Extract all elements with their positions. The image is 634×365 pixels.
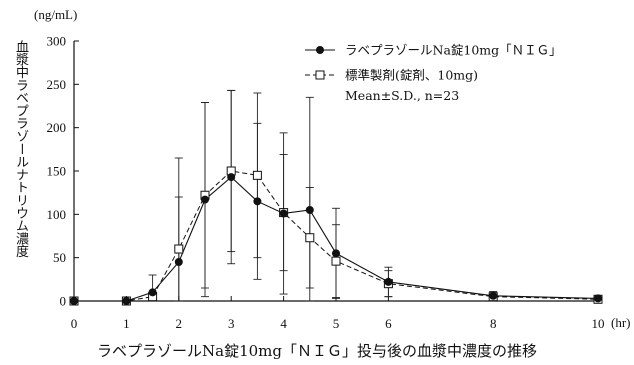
y-tick-label: 150 [47,164,67,179]
x-tick-label: 1 [123,316,130,331]
x-tick-label: 6 [385,316,392,331]
test-series-point [279,209,288,218]
test-series-point [384,277,393,286]
test-series-point [70,297,78,305]
legend-note: Mean±S.D., n=23 [345,88,459,103]
x-tick-label: 8 [490,316,497,331]
x-tick-label: 0 [71,316,78,331]
x-tick-label: 10 [592,316,605,331]
y-tick-label: 300 [47,34,67,49]
legend-test-label: ラベプラゾールNa錠10mg「ＮＩＧ」 [345,43,562,58]
x-tick-label: 2 [176,316,183,331]
legend-reference-marker [315,70,325,80]
y-tick-label: 200 [47,120,67,135]
test-series-point [201,195,209,204]
legend-reference-label: 標準製剤(錠剤、10mg) [345,68,478,83]
chart-title: ラベプラゾールNa錠10mg「ＮＩＧ」投与後の血漿中濃度の推移 [97,342,537,360]
x-axis-unit: (hr) [611,315,631,330]
y-axis-label: 血漿中ラベプラゾールナトリウム濃度 [13,40,28,258]
y-tick-label: 0 [60,294,67,309]
test-series-point [305,206,314,214]
reference-series-point [252,170,262,180]
y-tick-label: 50 [53,250,66,265]
y-axis-unit: (ng/mL) [34,7,78,22]
test-series-point [227,173,236,182]
legend-test-marker [316,46,324,54]
test-series-point [148,288,157,297]
test-series-point [174,258,183,266]
reference-series-point [305,233,315,243]
x-tick-label: 4 [280,316,287,331]
x-tick-label: 3 [228,316,235,331]
y-tick-label: 250 [47,77,67,92]
reference-series-point [174,244,184,254]
y-tick-label: 100 [47,207,67,222]
reference-series-point [331,256,341,266]
test-series-point [122,297,131,305]
test-series-point [253,197,262,206]
test-series-point [489,291,498,300]
test-series-point [332,249,340,258]
test-series-point [594,294,602,303]
x-tick-label: 5 [333,316,340,331]
